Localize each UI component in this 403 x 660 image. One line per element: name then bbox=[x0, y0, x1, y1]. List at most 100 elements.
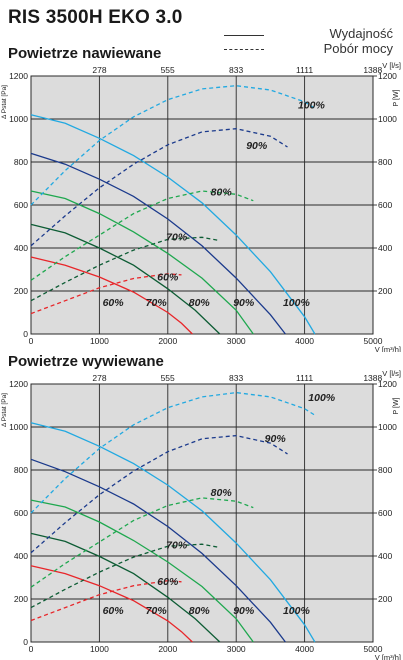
annotation-label: 60% bbox=[103, 605, 125, 617]
series-dashed-60pct bbox=[30, 273, 182, 315]
y2-tick-label: 600 bbox=[378, 508, 392, 518]
x2-tick-label: 555 bbox=[161, 373, 175, 383]
y2-tick-label: 1000 bbox=[378, 114, 397, 124]
chart-exhaust-air: 100% 90% 80% 70% 60% 60% 70% 80% 90% 100% 0 1000 200… bbox=[1, 370, 401, 660]
series-solid-90pct bbox=[30, 458, 286, 643]
annotation-label: 100% bbox=[308, 392, 336, 404]
y-tick-label: 600 bbox=[14, 508, 28, 518]
x2-tick-label: 833 bbox=[229, 373, 243, 383]
series-solid-70pct bbox=[30, 223, 221, 335]
y2-tick-label: 400 bbox=[378, 243, 392, 253]
legend-dashed-line bbox=[224, 49, 264, 50]
x-axis-label: V [m³/h] bbox=[375, 653, 401, 660]
y-tick-label: 0 bbox=[23, 637, 28, 647]
legend-solid-line bbox=[224, 35, 264, 36]
x-tick-label: 1000 bbox=[90, 644, 109, 654]
chart-1-title: Powietrze nawiewane bbox=[8, 45, 162, 62]
x2-tick-label: 1388 bbox=[363, 373, 382, 383]
y-tick-label: 1200 bbox=[9, 71, 28, 81]
y2-tick-label: 800 bbox=[378, 157, 392, 167]
x2-axis-label: V [l/s] bbox=[382, 62, 401, 70]
x-tick-label: 5000 bbox=[364, 644, 383, 654]
y-axis-label: Δ Pstat [Pa] bbox=[1, 85, 8, 119]
annotation-label: 70% bbox=[146, 297, 168, 309]
x-tick-label: 0 bbox=[29, 644, 34, 654]
series-dashed-80pct bbox=[30, 497, 254, 588]
series-solid-80pct bbox=[30, 499, 254, 643]
series-solid-60pct bbox=[30, 256, 193, 335]
annotation-label: 80% bbox=[189, 297, 211, 309]
page-title: RIS 3500H EKO 3.0 bbox=[8, 7, 183, 28]
series-dashed-60pct bbox=[30, 580, 182, 622]
y2-tick-label: 800 bbox=[378, 465, 392, 475]
x-tick-label: 3000 bbox=[227, 644, 246, 654]
series-dashed-90pct bbox=[30, 128, 288, 247]
y-tick-label: 400 bbox=[14, 243, 28, 253]
y2-tick-label: 400 bbox=[378, 551, 392, 561]
x-axis-label: V [m³/h] bbox=[375, 345, 401, 352]
x2-tick-label: 278 bbox=[92, 373, 106, 383]
y-tick-label: 800 bbox=[14, 157, 28, 167]
series-dashed-70pct bbox=[30, 236, 220, 302]
y2-tick-label: 1200 bbox=[378, 379, 397, 389]
legend-dashed-label: Pobór mocy bbox=[323, 41, 393, 56]
y-tick-label: 1200 bbox=[9, 379, 28, 389]
series-solid-60pct bbox=[30, 565, 193, 643]
x2-tick-label: 555 bbox=[161, 65, 175, 75]
annotation-label: 70% bbox=[166, 231, 188, 243]
y-tick-label: 200 bbox=[14, 594, 28, 604]
x2-tick-label: 1111 bbox=[296, 65, 313, 75]
annotation-label: 60% bbox=[103, 297, 125, 309]
y-tick-label: 0 bbox=[23, 329, 28, 339]
x2-tick-label: 1111 bbox=[296, 373, 313, 383]
y2-axis-label: P [W] bbox=[393, 397, 400, 414]
series-dashed-90pct bbox=[30, 434, 288, 554]
x2-axis-label: V [l/s] bbox=[382, 370, 401, 378]
annotation-label: 100% bbox=[298, 99, 326, 111]
y-tick-label: 400 bbox=[14, 551, 28, 561]
y-tick-label: 1000 bbox=[9, 422, 28, 432]
y-tick-label: 800 bbox=[14, 465, 28, 475]
x-tick-label: 0 bbox=[29, 336, 34, 346]
annotation-label: 90% bbox=[265, 433, 287, 445]
series-dashed-100pct bbox=[30, 391, 316, 514]
y-tick-label: 600 bbox=[14, 200, 28, 210]
x2-tick-label: 1388 bbox=[363, 65, 382, 75]
annotation-label: 90% bbox=[246, 140, 268, 152]
y2-tick-label: 200 bbox=[378, 286, 392, 296]
x-tick-label: 4000 bbox=[295, 644, 314, 654]
annotation-label: 100% bbox=[283, 297, 311, 309]
series-solid-100pct bbox=[30, 114, 316, 335]
annotation-label: 100% bbox=[283, 605, 311, 617]
y-axis-label: Δ Pstat [Pa] bbox=[1, 393, 8, 427]
chart-supply-air: 100% 90% 80% 70% 60% 60% 70% 80% 90% 100% 0 1000 200… bbox=[1, 62, 401, 352]
series-solid-100pct bbox=[30, 422, 316, 643]
annotation-label: 90% bbox=[233, 297, 255, 309]
annotation-label: 80% bbox=[211, 186, 233, 198]
x2-tick-label: 833 bbox=[229, 65, 243, 75]
chart-2-title: Powietrze wywiewane bbox=[8, 353, 164, 370]
legend-solid-label: Wydajność bbox=[329, 26, 393, 41]
series-dashed-100pct bbox=[30, 85, 316, 206]
y2-tick-label: 200 bbox=[378, 594, 392, 604]
annotation-label: 80% bbox=[189, 605, 211, 617]
x-tick-label: 2000 bbox=[158, 644, 177, 654]
y2-tick-label: 1200 bbox=[378, 71, 397, 81]
series-solid-80pct bbox=[30, 190, 254, 335]
annotation-label: 60% bbox=[157, 271, 179, 283]
series-solid-70pct bbox=[30, 532, 221, 643]
series-dashed-80pct bbox=[30, 190, 254, 281]
y2-axis-label: P [W] bbox=[393, 89, 400, 106]
x-tick-label: 1000 bbox=[90, 336, 109, 346]
annotation-label: 70% bbox=[166, 539, 188, 551]
x-tick-label: 4000 bbox=[295, 336, 314, 346]
y2-tick-label: 1000 bbox=[378, 422, 397, 432]
x-tick-label: 5000 bbox=[364, 336, 383, 346]
annotation-label: 80% bbox=[211, 487, 233, 499]
series-solid-90pct bbox=[30, 152, 286, 335]
annotation-label: 70% bbox=[146, 605, 168, 617]
annotation-label: 60% bbox=[157, 576, 179, 588]
x2-tick-label: 278 bbox=[92, 65, 106, 75]
y2-tick-label: 600 bbox=[378, 200, 392, 210]
x-tick-label: 2000 bbox=[158, 336, 177, 346]
